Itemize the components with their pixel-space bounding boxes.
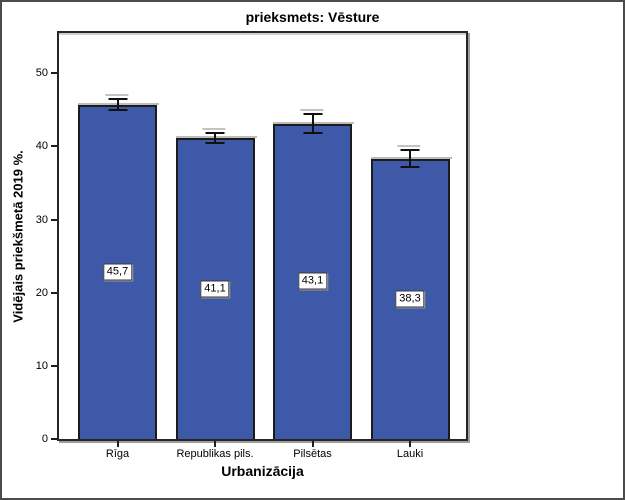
error-bar-bottom-cap — [400, 166, 420, 169]
y-tick-label: 10 — [35, 359, 48, 372]
y-tick — [51, 72, 57, 75]
error-bar-bottom-cap — [205, 142, 225, 145]
x-axis-title: Urbanizācija — [221, 463, 304, 479]
y-axis-title-wrap: Vidējais priekšmetā 2019 %. — [2, 31, 34, 441]
error-bar-bottom-cap — [108, 109, 127, 112]
error-bar-cap-shadow — [202, 128, 226, 131]
y-axis-title: Vidējais priekšmetā 2019 %. — [10, 149, 26, 323]
error-bar-cap-shadow — [397, 145, 421, 148]
y-tick-label: 40 — [35, 140, 48, 153]
x-tick — [311, 441, 314, 447]
error-bar-line — [214, 132, 216, 145]
x-category-label: Lauki — [396, 448, 424, 460]
error-bar-cap-shadow — [299, 109, 323, 112]
y-tick — [51, 218, 57, 221]
plot-area: 0 10 20 30 40 50 45,7 Rīga 41,1 Republikas pils. 4… — [36, 31, 468, 460]
x-category-label: Rīga — [105, 448, 130, 460]
x-tick — [214, 441, 216, 447]
y-tick-label: 50 — [35, 67, 48, 80]
error-bar-line — [311, 113, 314, 134]
y-tick — [51, 364, 57, 367]
error-bar-line — [116, 98, 119, 112]
error-bar-bottom-cap — [303, 131, 322, 134]
bar-value-label: 45,7 — [102, 263, 133, 281]
y-tick — [51, 291, 57, 294]
x-tick — [409, 441, 411, 447]
y-tick-label: 0 — [41, 433, 48, 445]
error-bar-top-cap — [205, 132, 225, 135]
y-tick — [51, 438, 57, 440]
error-bar-line — [409, 149, 411, 169]
chart-title: prieksmets: Vēsture — [245, 9, 380, 25]
error-bar-cap-shadow — [104, 94, 128, 97]
bar-value-label: 41,1 — [200, 280, 230, 298]
x-category-label: Republikas pils. — [176, 448, 254, 460]
x-category-label: Pilsētas — [293, 448, 332, 460]
error-bar-top-cap — [303, 113, 322, 116]
y-tick-label: 30 — [35, 213, 48, 226]
bar-value-label: 38,3 — [395, 290, 425, 308]
error-bar-top-cap — [400, 149, 420, 152]
y-tick — [51, 145, 57, 148]
x-tick — [116, 441, 119, 447]
bar-value-label: 43,1 — [297, 272, 328, 290]
error-bar-top-cap — [108, 98, 127, 101]
y-tick-label: 20 — [35, 286, 48, 299]
